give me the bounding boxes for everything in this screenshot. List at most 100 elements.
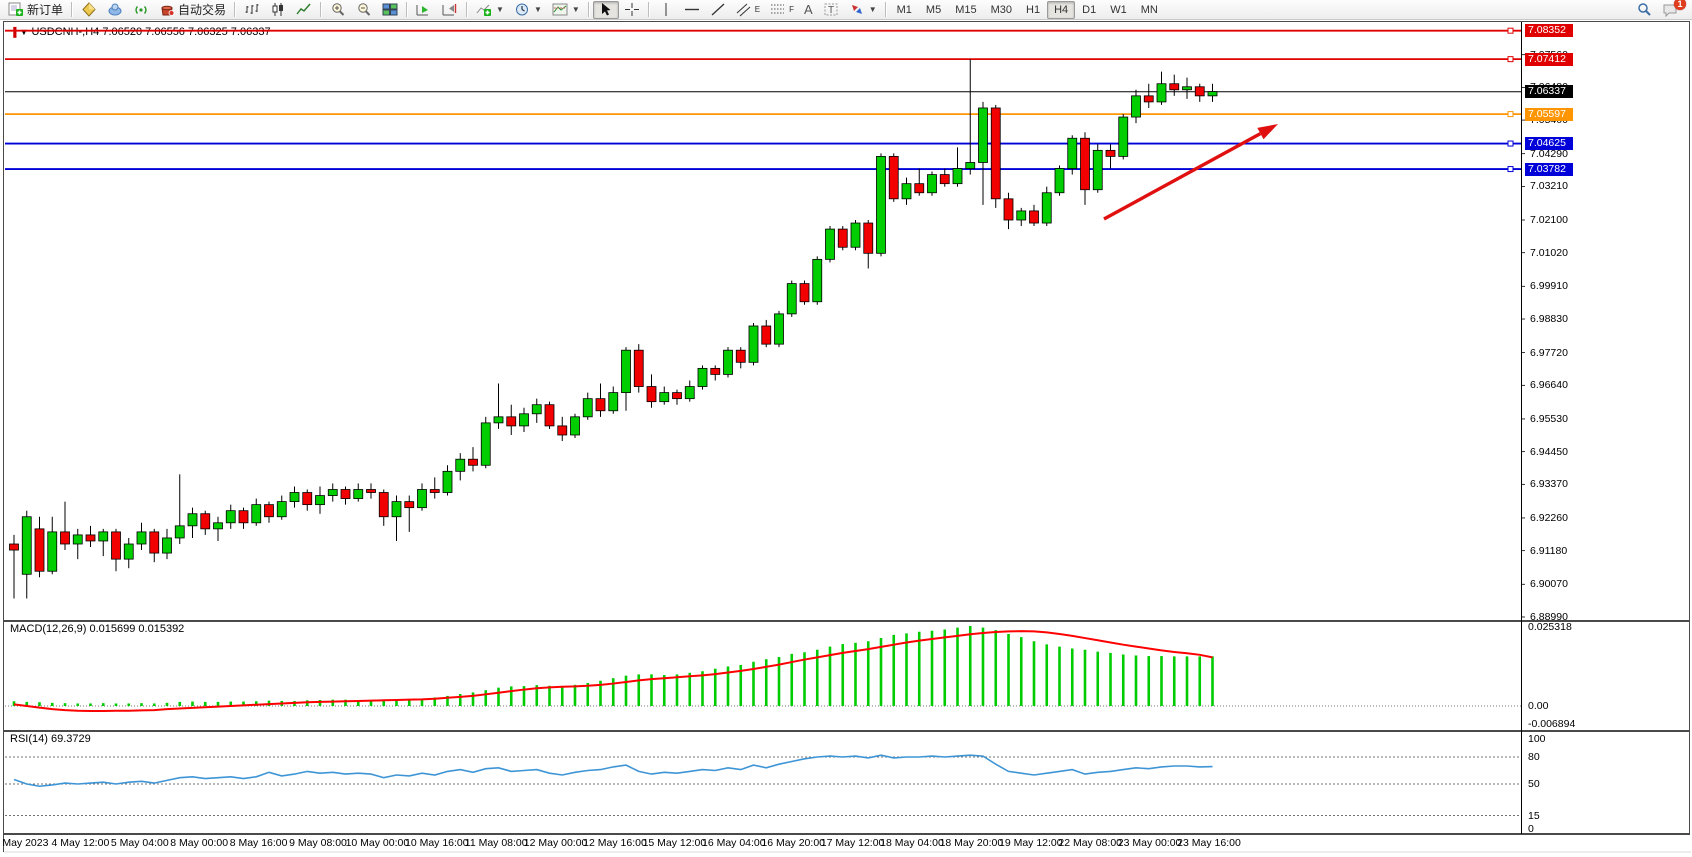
bull-candle	[47, 531, 58, 572]
candlestick-chart-button[interactable]	[265, 1, 291, 19]
panel-separator[interactable]	[4, 620, 1689, 622]
price-tick-label: 6.96640	[1530, 379, 1568, 392]
rsi-panel-title: RSI(14) 69.3729	[10, 733, 91, 745]
price-line-tag[interactable]: 7.08352	[1525, 24, 1573, 38]
crosshair-tool-button[interactable]	[619, 1, 645, 19]
cursor-tool-button[interactable]	[592, 0, 619, 19]
price-tick-label: 6.97720	[1530, 346, 1568, 359]
bull-candle	[582, 398, 593, 418]
line-drag-handle[interactable]	[1507, 56, 1514, 63]
trend-arrow-head[interactable]	[1257, 124, 1278, 140]
bull-candle	[442, 470, 453, 493]
text-tool-button[interactable]: A	[799, 1, 818, 19]
price-line-tag[interactable]: 7.05597	[1525, 107, 1573, 121]
collapse-triangle-icon[interactable]: ▼	[19, 27, 29, 37]
trendline-tool-button[interactable]	[705, 1, 731, 19]
text-label-tool-button[interactable]: T	[818, 1, 844, 19]
indicators-button[interactable]: ▼	[471, 1, 509, 19]
price-line-tag[interactable]: 7.04625	[1525, 137, 1573, 151]
fibonacci-tool-button[interactable]: F	[765, 1, 799, 19]
bar-chart-button[interactable]	[239, 1, 265, 19]
dropdown-caret-icon: ▼	[533, 5, 542, 14]
chart-shift-button[interactable]	[437, 1, 463, 19]
line-drag-handle[interactable]	[1507, 27, 1514, 34]
panel-separator[interactable]	[4, 730, 1689, 732]
styler-button[interactable]	[76, 1, 102, 19]
bull-candle	[1182, 86, 1192, 91]
notifications-button[interactable]: 1	[1657, 0, 1686, 19]
line-drag-handle[interactable]	[1507, 140, 1514, 147]
horizontal-line-tool-button[interactable]	[679, 1, 705, 19]
bull-candle	[812, 258, 823, 303]
timeframe-button-m30[interactable]: M30	[990, 3, 1012, 16]
indicators-icon	[476, 2, 492, 17]
vertical-line-tool-button[interactable]	[653, 1, 679, 19]
timeframe-button-h1[interactable]: H1	[1026, 3, 1041, 16]
bear-candle	[1169, 83, 1180, 91]
new-order-label: 新订单	[27, 3, 64, 17]
macd-max-label: 0.025318	[1528, 620, 1572, 633]
bear-candle	[735, 349, 746, 363]
zoom-out-button[interactable]	[351, 1, 377, 19]
bull-candle	[659, 392, 670, 403]
toolbar-separator	[647, 2, 650, 17]
price-axis-border	[1521, 22, 1522, 834]
line-drag-handle[interactable]	[1507, 166, 1514, 173]
price-line-tag[interactable]: 7.07412	[1525, 52, 1573, 66]
autotrading-button[interactable]: 自动交易	[154, 1, 231, 19]
line-chart-icon	[296, 2, 312, 17]
bull-candle	[723, 349, 733, 375]
zoom-in-button[interactable]	[325, 1, 351, 19]
rsi-level-label: 15	[1528, 809, 1540, 822]
bull-candle	[952, 168, 963, 185]
bull-candle	[480, 422, 491, 466]
timeframe-button-h4[interactable]: H4	[1047, 0, 1076, 19]
bear-candle	[85, 534, 96, 542]
equidistant-channel-tool-button[interactable]: E	[731, 1, 765, 19]
text-label-icon: T	[823, 2, 839, 17]
trend-arrow-line[interactable]	[1103, 132, 1262, 221]
bear-candle	[34, 528, 45, 572]
auto-scroll-button[interactable]	[411, 1, 437, 19]
templates-button[interactable]: ▼	[547, 1, 585, 19]
line-chart-button[interactable]	[291, 1, 317, 19]
bear-candle	[200, 513, 211, 530]
time-axis-label: 10 May 00:00	[345, 837, 410, 849]
current-price-tag: 7.06337	[1525, 85, 1573, 99]
bear-candle	[264, 504, 274, 518]
timeframe-button-w1[interactable]: W1	[1110, 3, 1127, 16]
bull-candle	[391, 501, 402, 518]
timeframe-button-d1[interactable]: D1	[1082, 3, 1097, 16]
price-tick-label: 6.93370	[1530, 478, 1568, 491]
timeframe-button-m1[interactable]: M1	[896, 3, 912, 16]
time-axis-label: 17 May 12:00	[820, 837, 885, 849]
timeframe-button-m15[interactable]: M15	[955, 3, 977, 16]
new-order-button[interactable]: 新订单	[3, 1, 68, 19]
bull-candle	[1067, 137, 1078, 169]
bear-candle	[939, 174, 950, 185]
vertical-line-icon	[658, 2, 674, 17]
bear-candle	[888, 156, 899, 200]
search-button[interactable]	[1631, 1, 1657, 19]
arrows-tool-button[interactable]: ▼	[844, 1, 882, 19]
price-tick-label: 6.94450	[1530, 445, 1568, 458]
channel-icon	[736, 2, 752, 17]
time-axis-label: 10 May 16:00	[404, 837, 469, 849]
time-axis-label: 18 May 20:00	[939, 837, 1004, 849]
time-axis-label: 18 May 04:00	[880, 837, 944, 849]
tile-windows-button[interactable]	[377, 1, 403, 19]
line-drag-handle[interactable]	[1507, 111, 1514, 118]
timeframe-button-m5[interactable]: M5	[925, 3, 942, 16]
bear-candle	[761, 325, 772, 345]
fibonacci-sub-label: F	[789, 5, 795, 14]
timeframe-button-mn[interactable]: MN	[1140, 3, 1158, 16]
periods-button[interactable]: ▼	[509, 1, 547, 19]
price-line-tag[interactable]: 7.03782	[1525, 162, 1573, 176]
bear-candle	[149, 531, 160, 554]
community-button[interactable]	[102, 1, 128, 19]
template-icon	[552, 2, 568, 17]
bull-candle	[493, 416, 504, 424]
time-axis-label: 23 May 16:00	[1177, 837, 1241, 849]
signals-button[interactable]	[128, 1, 154, 19]
